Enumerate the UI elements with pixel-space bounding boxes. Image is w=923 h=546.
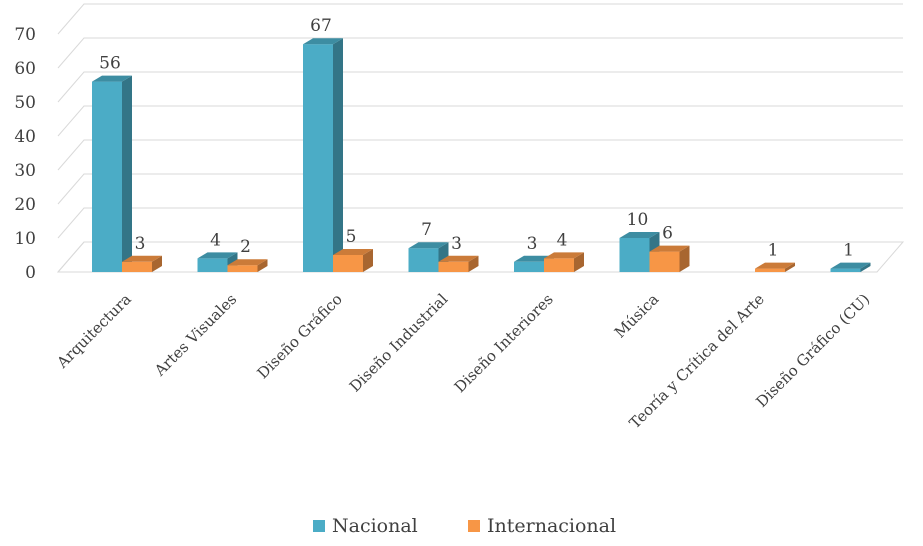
category-label: Diseño Industrial [346,290,452,396]
bar [755,262,795,272]
bar [649,245,690,272]
bar [438,255,479,272]
category-label: Artes Visuales [150,290,240,380]
chart-floor [56,241,905,273]
category-label: Diseño Interiores [451,290,557,396]
data-label: 1 [768,241,779,261]
legend-item: Nacional [313,515,418,537]
bar [303,38,343,273]
y-tick-label: 70 [14,25,36,45]
gridline [57,173,903,205]
y-tick-label: 40 [14,127,36,147]
gridline [57,71,903,103]
data-label: 4 [557,230,568,250]
bar [544,252,584,272]
category-label: Diseño Gráfico [254,290,346,382]
data-label: 3 [135,234,146,254]
legend-swatch [468,520,480,532]
bars [92,38,871,273]
data-label: 10 [627,210,649,230]
legend-label: Internacional [487,515,616,537]
legend-swatch [313,520,325,532]
data-label: 56 [99,54,121,74]
y-tick-label: 10 [14,229,36,249]
gridline [57,139,903,171]
gridline [57,37,903,69]
category-label: Diseño Gráfico (CU) [752,290,873,411]
gridline [57,207,903,239]
y-tick-label: 30 [14,161,36,181]
bar [92,75,132,272]
data-label: 7 [421,220,432,240]
bar [830,262,871,272]
gridlines [56,3,905,273]
data-label: 3 [527,234,538,254]
data-label: 1 [843,241,854,261]
y-tick-label: 50 [14,93,36,113]
gridline [57,3,903,35]
data-label: 5 [346,227,357,247]
data-label: 3 [451,234,462,254]
gridline [57,105,903,137]
legend-item: Internacional [468,515,616,537]
y-axis: 0 10 20 30 40 50 60 70 [14,25,36,283]
category-label: Música [611,290,663,342]
y-tick-label: 60 [14,59,36,79]
data-label: 4 [210,230,221,250]
x-axis: Arquitectura Artes Visuales Diseño Gráfico… [53,290,874,432]
bar [122,255,162,272]
data-label: 67 [310,16,332,36]
bar [227,259,268,272]
category-label: Arquitectura [53,290,135,372]
legend: Nacional Internacional [313,515,616,537]
legend-label: Nacional [332,515,418,537]
y-tick-label: 0 [25,263,36,283]
y-tick-label: 20 [14,195,36,215]
bar [333,249,373,272]
data-label: 2 [240,237,251,257]
data-label: 6 [662,224,673,244]
